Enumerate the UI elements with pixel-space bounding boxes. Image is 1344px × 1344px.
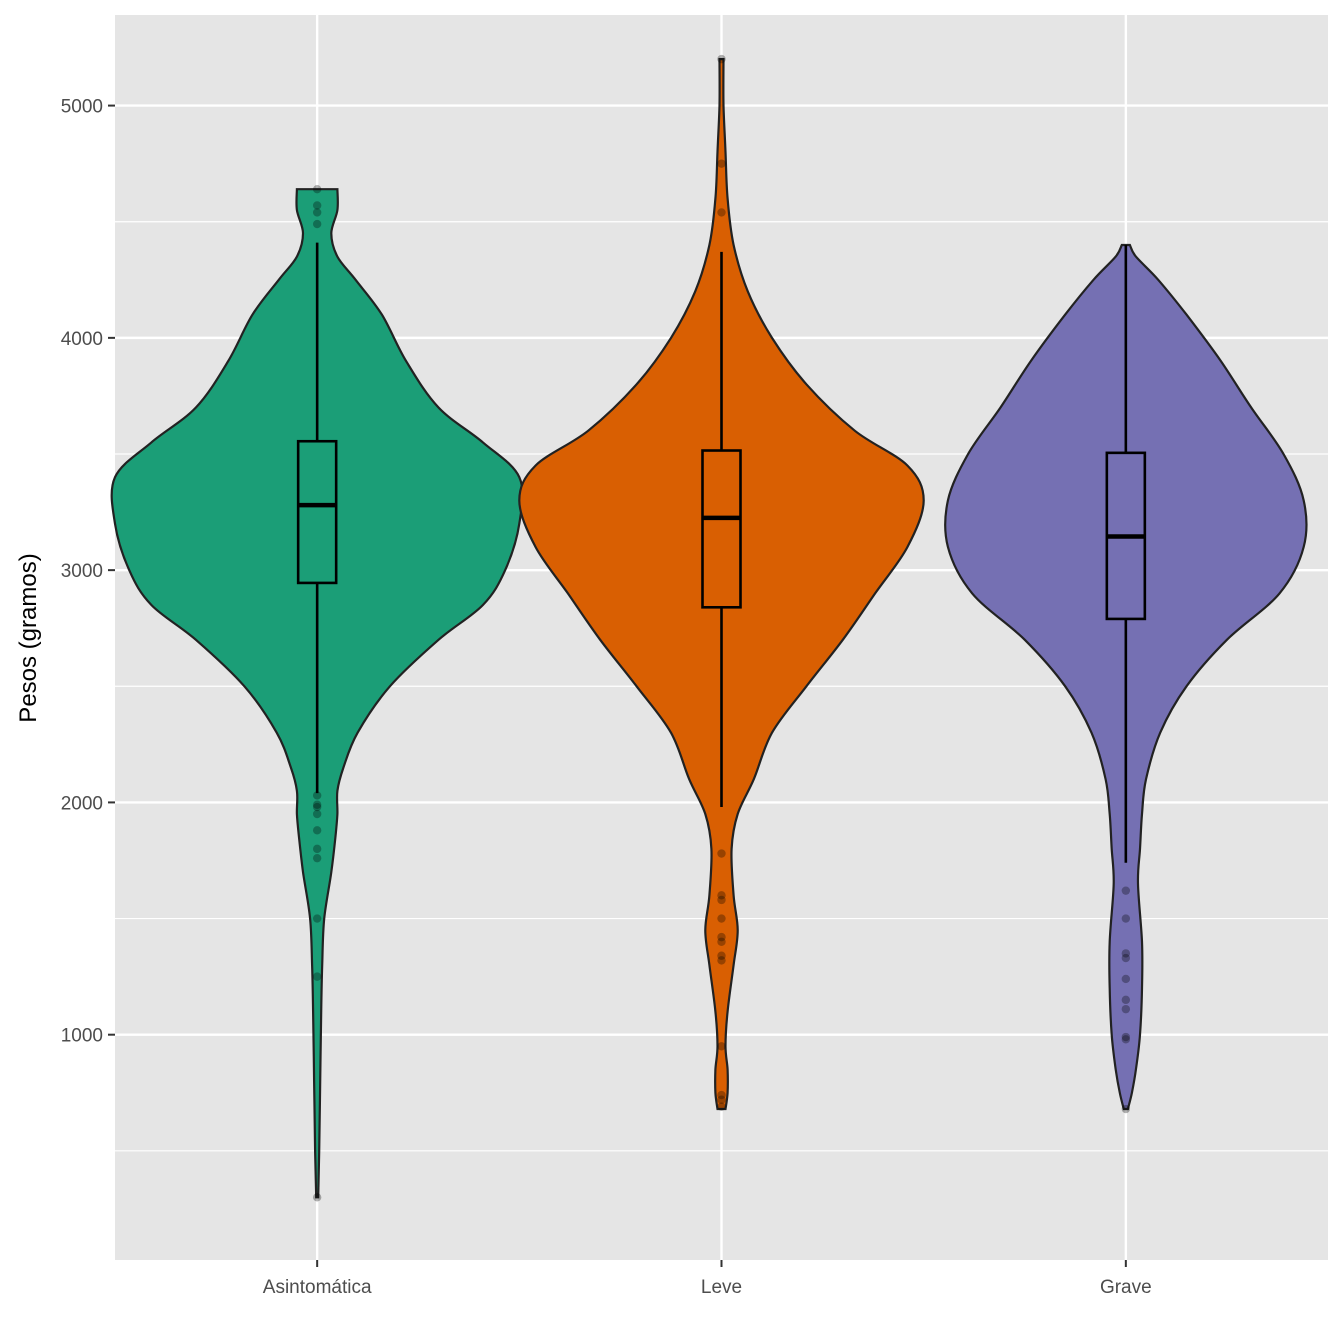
x-tick-label: Asintomática <box>263 1277 372 1298</box>
outlier-point <box>1121 886 1131 895</box>
x-tick-label: Leve <box>701 1277 742 1298</box>
outlier-point <box>717 1095 726 1104</box>
y-tick-label: 4000 <box>61 329 103 350</box>
outlier-point <box>717 956 726 965</box>
outlier-point <box>717 937 726 946</box>
outlier-point <box>312 844 322 854</box>
violins <box>110 54 1308 1202</box>
outlier-point <box>312 791 322 800</box>
x-axis: Asintomática Leve Grave <box>263 1260 1152 1298</box>
outlier-point <box>312 809 322 819</box>
outlier-point <box>1121 1004 1131 1014</box>
outlier-point <box>717 849 726 858</box>
box <box>296 439 338 585</box>
outlier-point <box>1121 953 1131 963</box>
y-axis: 1000 2000 3000 4000 5000 <box>61 97 115 1047</box>
outlier-point <box>717 951 726 960</box>
outlier-point <box>1121 914 1131 923</box>
violin-group <box>518 54 925 1111</box>
outlier-point <box>312 802 322 812</box>
y-tick-label: 3000 <box>61 561 103 582</box>
outlier-point <box>1121 1032 1131 1042</box>
violin-shape <box>518 58 925 1111</box>
outlier-point <box>1121 949 1131 958</box>
outlier-point <box>312 185 322 194</box>
y-axis-title: Pesos (gramos) <box>15 553 42 722</box>
outlier-point <box>717 932 726 942</box>
outlier-point <box>1121 1104 1131 1114</box>
outlier-point <box>717 208 726 217</box>
outlier-point <box>717 891 726 900</box>
outlier-point <box>1121 1035 1131 1044</box>
outlier-point <box>717 1102 726 1111</box>
outlier-point <box>717 1042 726 1051</box>
outlier-point <box>312 826 322 835</box>
y-tick-label: 2000 <box>61 793 103 814</box>
outlier-point <box>1121 974 1131 984</box>
outlier-point <box>717 159 726 168</box>
outlier-point <box>312 219 322 229</box>
y-tick-label: 1000 <box>61 1026 103 1047</box>
outlier-point <box>717 895 726 905</box>
outlier-point <box>312 800 322 809</box>
outlier-point <box>717 54 726 64</box>
outlier-point <box>312 201 322 210</box>
violin-group <box>944 243 1308 1114</box>
outlier-point <box>717 1090 726 1100</box>
outlier-point <box>1121 995 1131 1005</box>
box <box>701 449 742 609</box>
outlier-point <box>312 853 322 863</box>
violin-group <box>110 185 524 1202</box>
y-tick-label: 5000 <box>61 97 103 118</box>
outlier-point <box>717 914 726 923</box>
outlier-point <box>312 972 322 981</box>
outlier-point <box>312 208 322 217</box>
outlier-point <box>312 914 322 923</box>
outlier-point <box>312 1193 322 1202</box>
x-tick-label: Grave <box>1100 1277 1152 1298</box>
